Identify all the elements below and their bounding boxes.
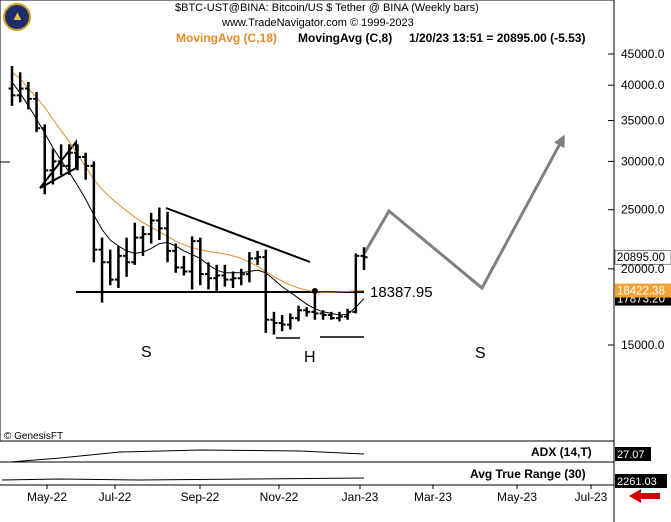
- left-shoulder-label: S: [141, 344, 152, 361]
- y-tick-label: 40000.0: [621, 78, 665, 92]
- ma8-line: [11, 81, 365, 316]
- price-tag-box: [615, 283, 671, 298]
- ohlc-bar: [229, 271, 237, 289]
- ohlc-bar: [344, 308, 352, 320]
- ohlc-bar: [57, 144, 65, 175]
- ohlc-bar: [303, 307, 311, 317]
- ohlc-bar: [188, 236, 196, 290]
- y-tick-label: 30000.0: [621, 154, 665, 168]
- watermark: © GenesisFT: [4, 431, 63, 442]
- ohlc-bar: [262, 249, 270, 333]
- ohlc-bar: [221, 264, 229, 287]
- trade-navigator-logo-icon: [3, 3, 31, 31]
- price-tag-box: [614, 249, 671, 265]
- ohlc-bar: [73, 144, 81, 171]
- ohlc-bar: [106, 249, 114, 286]
- x-tick-label: Jul-22: [99, 490, 132, 504]
- chart-subtitle: www.TradeNavigator.com © 1999-2023: [222, 17, 414, 29]
- scroll-left-icon[interactable]: [629, 489, 660, 503]
- x-tick-label: May-23: [497, 490, 537, 504]
- ohlc-bar: [360, 247, 368, 271]
- ma18-series: [11, 71, 365, 293]
- neckline-label: 18387.95: [370, 284, 433, 301]
- ohlc-bar: [327, 311, 335, 320]
- ohlc-bar: [204, 262, 212, 290]
- projection-arrow: [362, 134, 565, 291]
- ma18-legend: MovingAvg (C,18): [176, 31, 277, 45]
- y-tick-label: 45000.0: [621, 47, 665, 61]
- ohlc-bar: [155, 207, 163, 240]
- atr-label: Avg True Range (30): [470, 467, 586, 481]
- descending-trendline: [165, 207, 311, 263]
- ohlc-bar: [311, 290, 319, 320]
- y-tick-label: 35000.0: [621, 114, 665, 128]
- chart-title: $BTC-UST@BINA: Bitcoin/US $ Tether @ BIN…: [175, 2, 479, 14]
- ohlc-bar: [123, 237, 131, 277]
- x-tick-label: Jul-23: [575, 490, 608, 504]
- ohlc-bar: [82, 152, 90, 180]
- pattern-annotations: 18387.95 S H S: [39, 134, 565, 366]
- x-tick-label: May-22: [27, 490, 67, 504]
- adx-label: ADX (14,T): [531, 445, 592, 459]
- adx-value: 27.07: [617, 449, 645, 461]
- adx-value-box: [615, 447, 651, 461]
- ohlc-bar: [139, 226, 147, 256]
- ohlc-bar: [270, 311, 278, 335]
- atr-value: 2261.03: [617, 476, 657, 488]
- ohlc-bar: [319, 310, 327, 320]
- ohlc-bar: [8, 66, 16, 106]
- x-axis: May-22 Jul-22 Sep-22 Nov-22 Jan-23 Mar-23 May-…: [27, 485, 608, 504]
- plot-frame: [0, 0, 615, 442]
- x-tick-label: Sep-22: [181, 490, 220, 504]
- ohlc-bar: [237, 268, 245, 286]
- ohlc-bar: [41, 124, 49, 195]
- ohlc-bars: [8, 66, 368, 335]
- y-tick-label: 15000.0: [621, 338, 665, 352]
- ohlc-bar: [49, 148, 57, 185]
- head-label: H: [304, 349, 316, 366]
- ohlc-bar: [65, 144, 73, 175]
- ohlc-bar: [213, 264, 221, 291]
- x-tick-label: Nov-22: [260, 490, 299, 504]
- ohlc-bar: [180, 255, 188, 276]
- price-tag-label: 20895.00: [617, 252, 665, 264]
- ohlc-bar: [98, 237, 106, 303]
- ohlc-bar: [131, 222, 139, 265]
- ohlc-bar: [114, 245, 122, 289]
- bear-flag-outline: [39, 139, 77, 189]
- y-tick-label: 25000.0: [621, 203, 665, 217]
- ohlc-bar: [286, 313, 294, 330]
- ohlc-bar: [33, 91, 41, 133]
- x-tick-label: Mar-23: [414, 490, 452, 504]
- ohlc-bar: [164, 211, 172, 263]
- ma8-series: [11, 81, 365, 316]
- right-shoulder-label: S: [475, 345, 486, 362]
- ohlc-bar: [245, 252, 253, 283]
- neckline-point: [311, 288, 318, 295]
- ohlc-bar: [335, 311, 343, 322]
- ohlc-bar: [147, 212, 155, 244]
- ohlc-bar: [16, 72, 24, 103]
- ohlc-bar: [254, 250, 262, 265]
- y-axis: 45000.0 40000.0 35000.0 30000.0 25000.0 20000…: [608, 47, 665, 352]
- ohlc-bar: [90, 161, 98, 263]
- price-readout: 1/20/23 13:51 = 20895.00 (-5.53): [409, 31, 586, 45]
- ohlc-bar: [352, 253, 360, 314]
- ohlc-bar: [295, 305, 303, 322]
- atr-series: [1, 477, 365, 481]
- ma18-line: [11, 71, 365, 293]
- atr-value-box: [615, 474, 667, 488]
- ohlc-bar: [196, 237, 204, 286]
- x-tick-label: Jan-23: [342, 490, 379, 504]
- ohlc-bar: [278, 314, 286, 332]
- y-tick-label: 20000.0: [621, 262, 665, 276]
- price-tag-label: 18422.38: [617, 286, 665, 298]
- adx-series: [9, 449, 365, 463]
- ohlc-bar: [172, 243, 180, 273]
- ohlc-bar: [24, 81, 32, 110]
- ma8-legend: MovingAvg (C,8): [298, 31, 393, 45]
